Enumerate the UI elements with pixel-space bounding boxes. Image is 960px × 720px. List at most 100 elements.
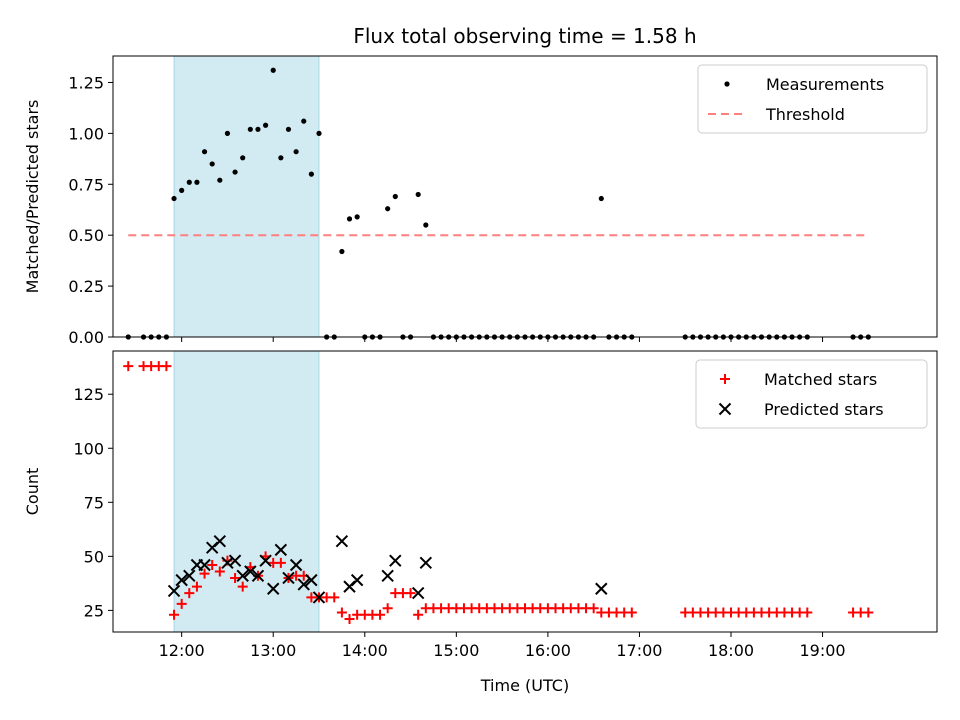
data-point: [392, 193, 398, 200]
data-point: [228, 554, 242, 567]
data-point: [183, 569, 196, 583]
plot-frame: [112, 55, 938, 338]
data-point: [802, 607, 813, 618]
data-point: [308, 171, 314, 177]
data-point: [213, 535, 227, 548]
x-tick-label: 16:00: [525, 641, 571, 660]
data-point: [289, 558, 303, 572]
y-tick-label: 0.00: [68, 328, 104, 347]
y-tick-label: 100: [73, 439, 104, 458]
y-axis-label: Count: [23, 468, 42, 516]
data-point: [244, 565, 257, 578]
legend-box: [697, 64, 928, 134]
data-point: [176, 598, 187, 609]
data-point: [194, 179, 200, 185]
data-point: [232, 169, 238, 175]
data-point: [282, 571, 295, 585]
data-point: [184, 588, 195, 599]
top-panel: 0.00 0.25 0.50 0.75 1.00 1.25 Matched/Predicte…: [23, 55, 938, 347]
data-point: [186, 179, 192, 185]
x-tick-label: 12:00: [159, 641, 205, 660]
data-point: [339, 248, 345, 255]
data-point: [270, 67, 276, 73]
data-point: [335, 535, 349, 548]
legend-marker: [718, 402, 732, 416]
data-point: [346, 216, 353, 222]
series-predicted-stars: [167, 535, 608, 604]
data-point: [385, 206, 391, 212]
x-tick-label: 13:00: [250, 641, 296, 660]
data-point: [626, 607, 637, 618]
data-point: [230, 572, 241, 583]
data-point: [293, 149, 299, 155]
x-tick-label: 17:00: [616, 641, 662, 660]
data-point: [255, 126, 261, 132]
data-point: [297, 578, 310, 591]
data-point: [267, 582, 280, 595]
data-point: [175, 573, 188, 587]
data-point: [316, 130, 322, 136]
data-point: [262, 122, 269, 128]
data-point: [415, 191, 421, 198]
data-point: [344, 614, 355, 625]
data-point: [595, 582, 608, 595]
y-tick-label: 1.25: [68, 73, 104, 92]
data-point: [251, 569, 265, 583]
y-tick-label: 125: [73, 385, 104, 404]
legend-label: Predicted stars: [764, 400, 884, 419]
x-tick-label: 18:00: [708, 641, 754, 660]
x-axis-label: Time (UTC): [480, 676, 569, 695]
data-point: [278, 155, 284, 161]
bottom-panel: 25 50 75 100 125 12:00 13:00 14:00 15:00 16:00 17:…: [23, 350, 938, 695]
legend-box: [695, 359, 928, 429]
data-point: [191, 581, 202, 592]
data-point: [301, 118, 307, 124]
y-tick-label: 0.25: [68, 277, 104, 296]
y-tick-label: 50: [84, 547, 104, 566]
y-tick-label: 1.00: [68, 124, 104, 143]
data-point: [354, 214, 360, 220]
data-point: [169, 609, 180, 620]
x-tick-label: 14:00: [342, 641, 388, 660]
data-point: [588, 603, 599, 614]
data-point: [123, 361, 134, 372]
data-point: [179, 187, 185, 193]
data-point: [598, 195, 604, 202]
y-tick-label: 0.75: [68, 175, 104, 194]
data-point: [423, 222, 429, 228]
data-point: [381, 569, 394, 583]
plot-frame: [112, 350, 938, 633]
y-tick-label: 25: [84, 601, 104, 620]
data-point: [350, 573, 364, 587]
data-point: [201, 149, 208, 155]
data-point: [171, 195, 177, 202]
data-point: [285, 126, 292, 132]
x-tick-label: 19:00: [800, 641, 846, 660]
data-point: [411, 586, 425, 600]
legend-label: Matched stars: [764, 370, 877, 389]
y-tick-label: 0.50: [68, 226, 104, 245]
data-point: [247, 126, 253, 132]
data-point: [198, 558, 211, 572]
y-tick-label: 75: [84, 493, 104, 512]
highlight-span: [173, 55, 320, 338]
data-point: [863, 607, 874, 618]
data-point: [382, 603, 393, 614]
data-point: [167, 584, 181, 598]
data-point: [405, 588, 416, 599]
data-point: [217, 177, 223, 183]
data-point: [375, 609, 386, 620]
data-point: [312, 591, 326, 604]
legend: Matched stars Predicted stars: [695, 359, 928, 429]
data-point: [419, 556, 433, 570]
y-axis-label: Matched/Predicted stars: [23, 100, 42, 294]
data-point: [199, 568, 210, 579]
data-point: [259, 554, 272, 567]
data-point: [207, 559, 218, 570]
data-point: [275, 557, 286, 568]
data-point: [214, 566, 225, 577]
data-point: [221, 556, 234, 570]
data-point: [224, 130, 231, 136]
data-point: [240, 155, 246, 161]
